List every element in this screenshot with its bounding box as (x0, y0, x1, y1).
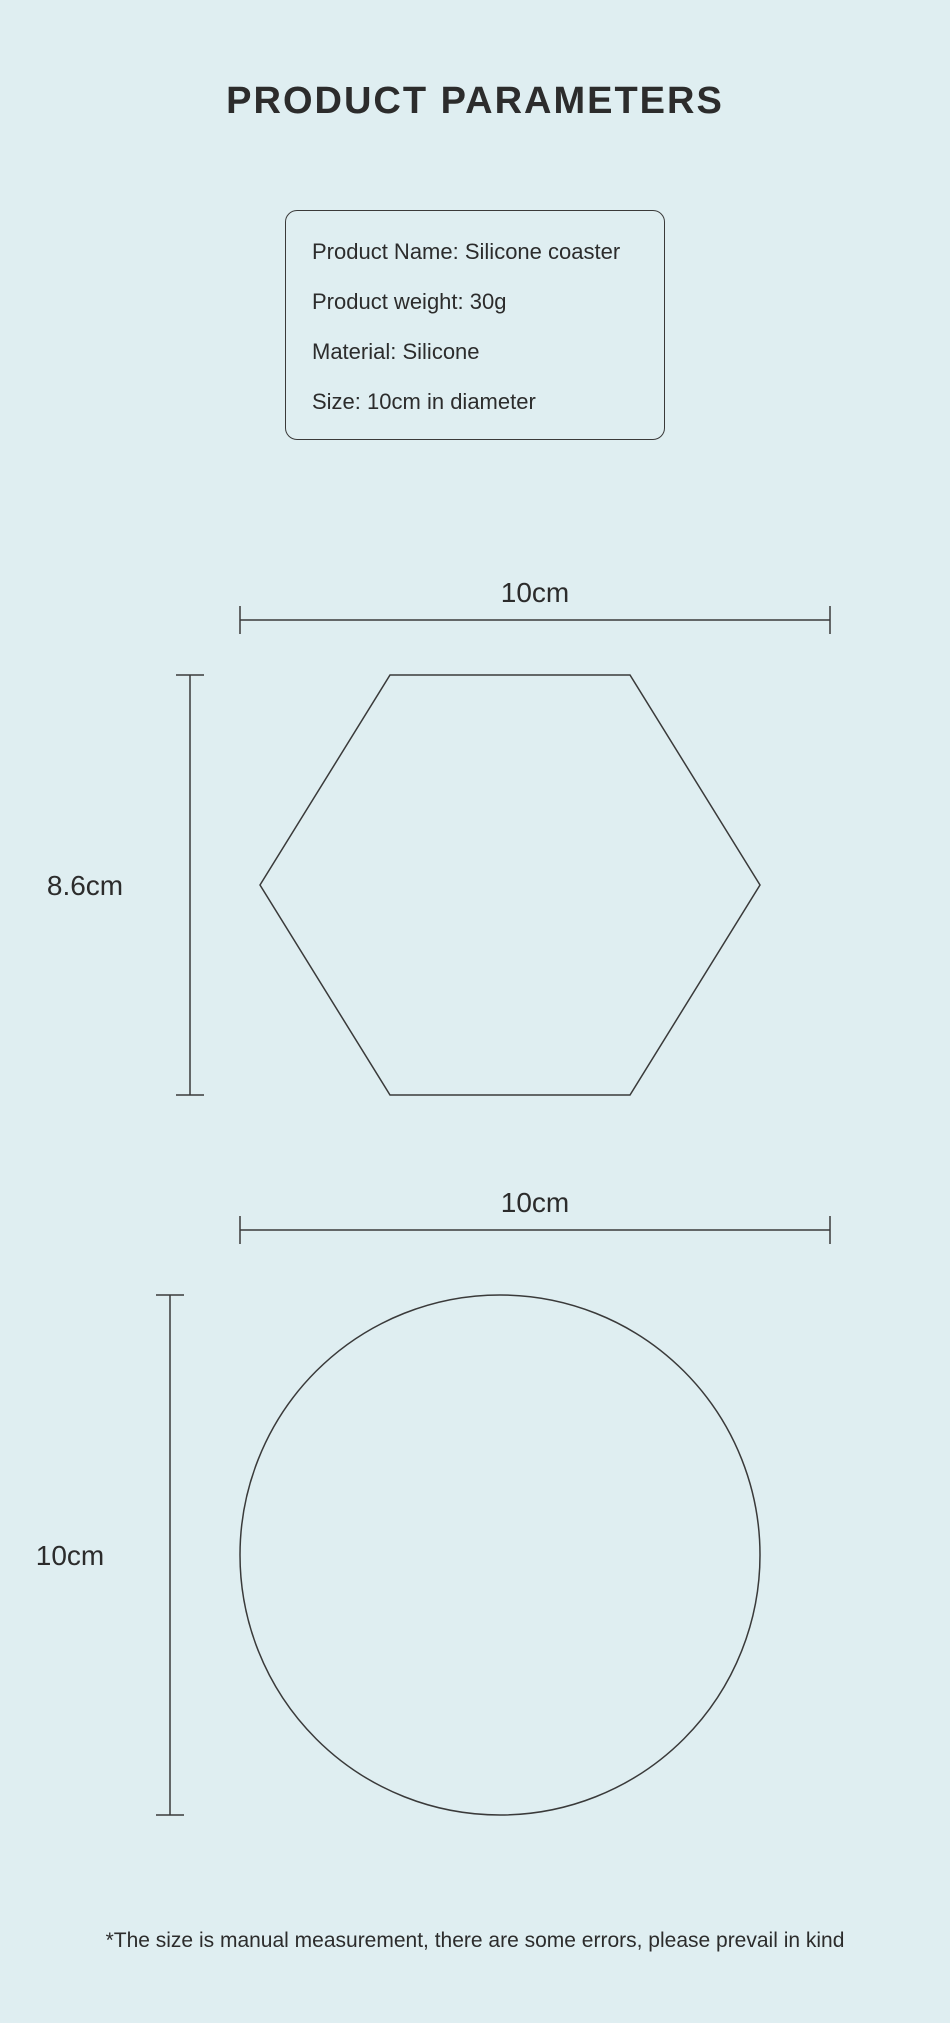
svg-text:8.6cm: 8.6cm (47, 870, 123, 901)
product-material-line: Material: Silicone (312, 339, 638, 365)
name-label: Product Name: (312, 239, 459, 264)
size-label: Size: (312, 389, 361, 414)
product-weight-line: Product weight: 30g (312, 289, 638, 315)
parameters-box: Product Name: Silicone coaster Product w… (285, 210, 665, 440)
size-value: 10cm in diameter (367, 389, 536, 414)
svg-text:10cm: 10cm (501, 577, 569, 608)
name-value: Silicone coaster (465, 239, 620, 264)
weight-value: 30g (470, 289, 507, 314)
dimension-diagram: 10cm 8.6cm 10cm 10cm (0, 570, 950, 1870)
material-label: Material: (312, 339, 396, 364)
page-title: PRODUCT PARAMETERS (0, 80, 950, 123)
svg-text:10cm: 10cm (36, 1540, 104, 1571)
weight-label: Product weight: (312, 289, 464, 314)
measurement-footnote: *The size is manual measurement, there a… (0, 1929, 950, 1953)
svg-text:10cm: 10cm (501, 1187, 569, 1218)
product-size-line: Size: 10cm in diameter (312, 389, 638, 415)
material-value: Silicone (402, 339, 479, 364)
product-name-line: Product Name: Silicone coaster (312, 239, 638, 265)
